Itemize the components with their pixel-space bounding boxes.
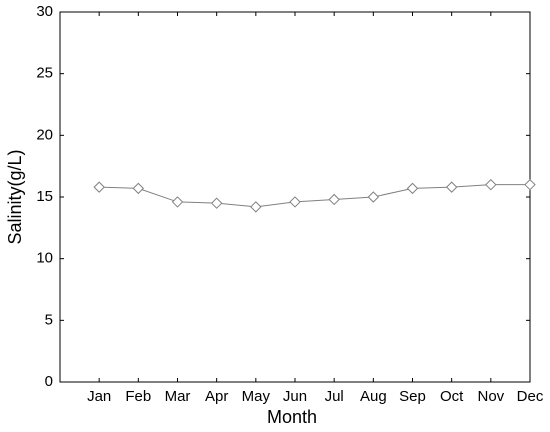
x-tick-label: Feb: [125, 388, 151, 405]
x-tick-label: May: [242, 388, 271, 405]
marker: [328, 193, 340, 206]
x-tick-label: Nov: [477, 388, 504, 405]
y-tick-label: 30: [36, 3, 53, 20]
marker: [289, 196, 301, 208]
y-tick-label: 5: [45, 311, 53, 328]
y-tick-label: 10: [36, 250, 53, 267]
x-tick-label: Apr: [205, 388, 228, 405]
y-tick-label: 25: [36, 65, 53, 82]
marker: [406, 182, 419, 195]
marker: [485, 178, 497, 191]
series-line: [99, 184, 530, 208]
x-tick-label: Dec: [517, 388, 544, 405]
marker: [210, 197, 223, 209]
marker: [93, 181, 105, 193]
marker: [367, 191, 380, 203]
x-tick-label: Jul: [325, 388, 344, 405]
marker: [445, 181, 458, 193]
x-tick-label: Mar: [165, 388, 191, 405]
y-tick-label: 15: [36, 188, 53, 205]
marker: [250, 201, 262, 213]
y-axis-title: Salinity(g/L): [5, 149, 25, 244]
x-tick-label: Jun: [283, 388, 307, 405]
x-tick-label: Jan: [87, 388, 111, 405]
y-tick-label: 20: [36, 126, 53, 143]
x-tick-label: Sep: [399, 388, 426, 405]
marker: [132, 182, 145, 195]
x-tick-label: Oct: [440, 388, 464, 405]
x-tick-label: Aug: [360, 388, 387, 405]
marker: [171, 196, 184, 208]
marker: [524, 178, 536, 191]
x-axis-title: Month: [267, 407, 317, 427]
y-tick-label: 0: [45, 373, 53, 390]
